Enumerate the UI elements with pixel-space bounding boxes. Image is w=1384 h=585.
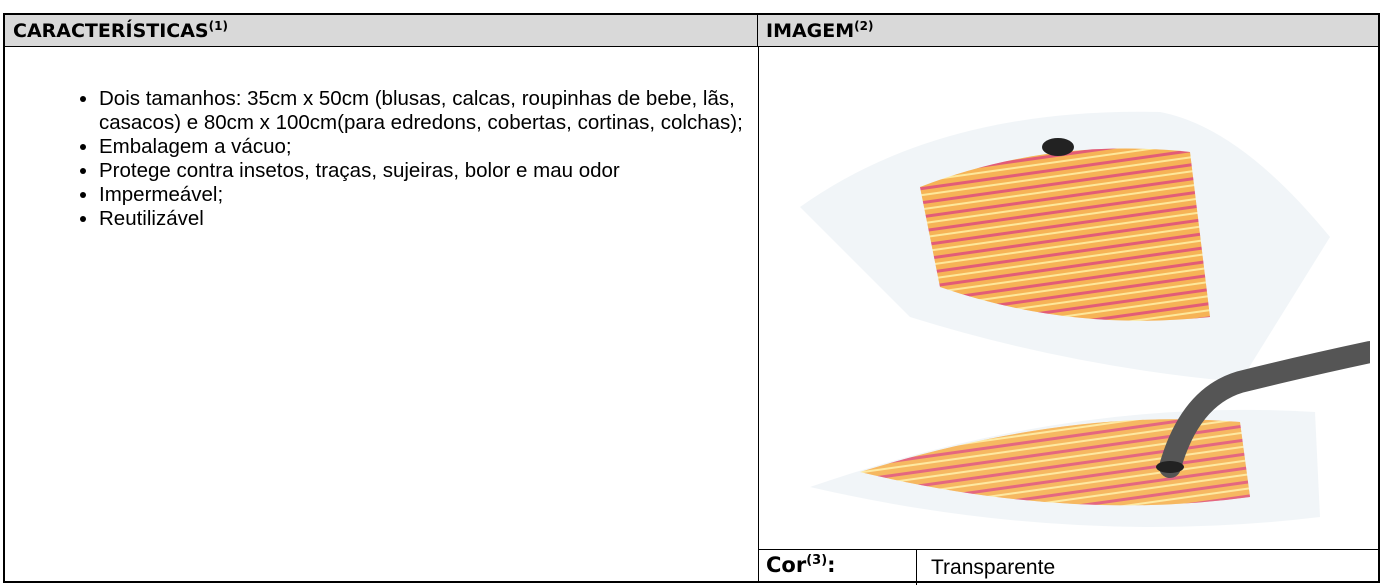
- color-label: Cor(3):: [758, 549, 917, 585]
- header-text: IMAGEM: [766, 20, 855, 42]
- feature-list: Dois tamanhos: 35cm x 50cm (blusas, calc…: [57, 87, 749, 231]
- column-divider: [758, 47, 759, 581]
- label-text: Cor: [766, 553, 807, 577]
- footnote-ref: (3): [806, 553, 828, 568]
- feature-item: Reutilizável: [99, 207, 749, 231]
- features-header: CARACTERÍSTICAS(1): [5, 15, 758, 47]
- feature-item: Impermeável;: [99, 183, 749, 207]
- feature-item: Protege contra insetos, traças, sujeiras…: [99, 159, 749, 183]
- image-header: IMAGEM(2): [758, 15, 1378, 47]
- label-colon: :: [827, 553, 836, 577]
- color-value: Transparente: [917, 549, 1378, 585]
- spec-table: CARACTERÍSTICAS(1) IMAGEM(2) Dois tamanh…: [3, 13, 1380, 585]
- footnote-ref: (1): [208, 19, 228, 33]
- header-text: CARACTERÍSTICAS: [13, 20, 209, 42]
- product-image: [800, 111, 1370, 527]
- footnote-ref: (2): [854, 19, 874, 33]
- feature-item: Embalagem a vácuo;: [99, 135, 749, 159]
- feature-item: Dois tamanhos: 35cm x 50cm (blusas, calc…: [99, 87, 749, 135]
